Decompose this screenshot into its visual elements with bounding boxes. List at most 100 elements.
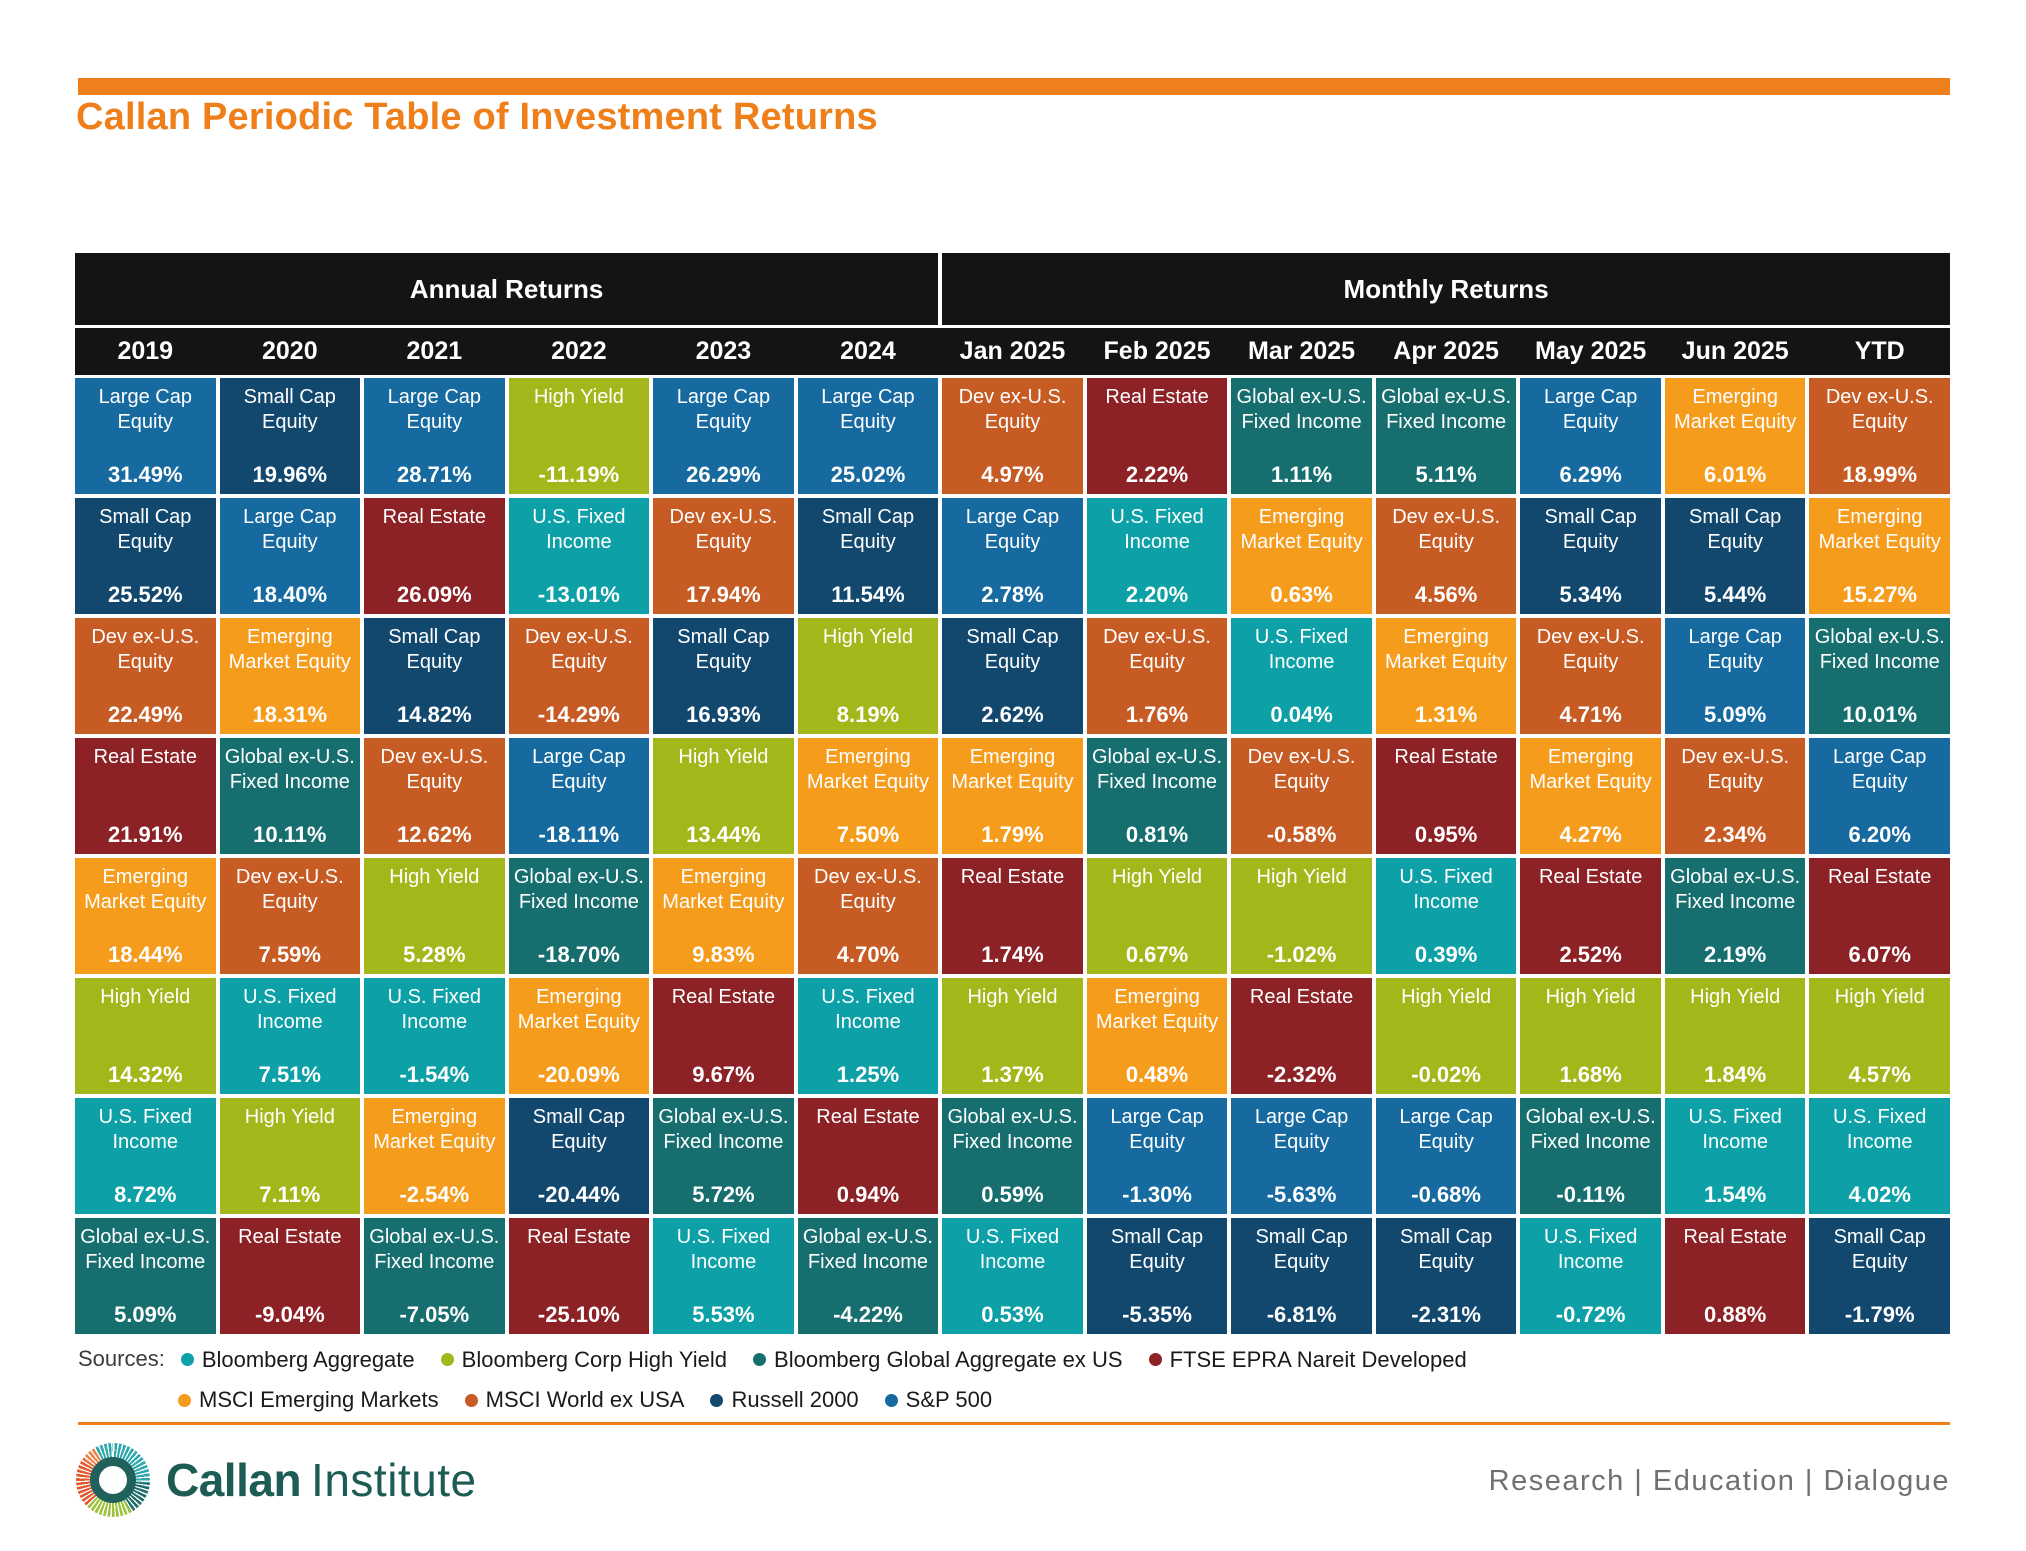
monthly-returns-header: Monthly Returns	[942, 253, 1950, 325]
legend-item: Bloomberg Aggregate	[180, 1346, 415, 1373]
return-value: 0.53%	[981, 1302, 1044, 1327]
asset-name: Real Estate	[1683, 1226, 1787, 1248]
asset-name: High Yield	[244, 1106, 335, 1128]
asset-name: U.S. Fixed Income	[387, 986, 482, 1033]
asset-name: Small Cap Equity	[1255, 1226, 1348, 1273]
return-value: 28.71%	[397, 462, 472, 487]
return-value: 4.27%	[1559, 822, 1622, 847]
return-value: 2.19%	[1703, 942, 1767, 967]
return-cell: Global ex-U.S. Fixed Income -4.22%	[797, 1218, 939, 1334]
periodic-table: Annual Returns Monthly Returns 2019 2020 2…	[75, 253, 1950, 1334]
return-value: 0.95%	[1414, 822, 1478, 847]
return-value: 4.70%	[836, 942, 900, 967]
return-cell: Small Cap Equity 19.96%	[219, 378, 361, 494]
return-cell: Emerging Market Equity 7.50%	[797, 738, 939, 854]
asset-name: Emerging Market Equity	[806, 746, 930, 793]
return-cell: High Yield 0.67%	[1086, 858, 1228, 974]
asset-name: Large Cap Equity	[1399, 1106, 1493, 1153]
return-cell: High Yield 7.11%	[219, 1098, 361, 1214]
return-cell: Large Cap Equity 6.29%	[1520, 378, 1661, 494]
return-cell: Emerging Market Equity 1.79%	[942, 738, 1083, 854]
return-value: -2.32%	[1266, 1062, 1337, 1087]
return-value: 15.27%	[1842, 582, 1918, 607]
asset-name: Dev ex-U.S. Equity	[1103, 626, 1211, 673]
asset-name: Real Estate	[671, 986, 776, 1008]
return-cell: Small Cap Equity 11.54%	[797, 498, 939, 614]
column-header-2024: 2024	[840, 337, 896, 365]
return-value: 5.44%	[1703, 582, 1767, 607]
asset-name: Dev ex-U.S. Equity	[814, 866, 922, 913]
return-cell: Real Estate 0.95%	[1375, 738, 1517, 854]
return-value: 4.56%	[1414, 582, 1478, 607]
callan-institute-logo: Callan Institute	[76, 1443, 477, 1517]
return-value: 6.29%	[1559, 462, 1622, 487]
asset-name: Large Cap Equity	[387, 386, 482, 433]
return-cell: Small Cap Equity -2.31%	[1375, 1218, 1517, 1334]
return-cell: Real Estate 26.09%	[364, 498, 505, 614]
return-cell: Global ex-U.S. Fixed Income -7.05%	[364, 1218, 505, 1334]
column-header-ytd: YTD	[1854, 337, 1905, 365]
asset-name: Large Cap Equity	[821, 386, 915, 433]
asset-name: Real Estate	[960, 866, 1065, 888]
return-cell: U.S. Fixed Income -0.72%	[1520, 1218, 1661, 1334]
asset-name: Real Estate	[1249, 986, 1354, 1008]
return-value: 0.67%	[1125, 942, 1189, 967]
sources-row-2: MSCI Emerging Markets MSCI World ex USA Ru…	[178, 1387, 1493, 1414]
sources-label: Sources:	[78, 1346, 165, 1372]
asset-name: Global ex-U.S. Fixed Income	[1092, 746, 1223, 793]
asset-name: Small Cap Equity	[966, 626, 1059, 673]
return-cell: U.S. Fixed Income 1.54%	[1664, 1098, 1806, 1214]
asset-name: Large Cap Equity	[98, 386, 192, 433]
asset-name: Dev ex-U.S. Equity	[1536, 626, 1645, 673]
return-value: 0.88%	[1703, 1302, 1767, 1327]
return-value: 5.11%	[1415, 462, 1477, 487]
return-cell: Dev ex-U.S. Equity 17.94%	[653, 498, 794, 614]
asset-name: U.S. Fixed Income	[1543, 1226, 1638, 1273]
return-cell: High Yield -11.19%	[508, 378, 650, 494]
return-cell: Large Cap Equity 31.49%	[75, 378, 216, 494]
asset-name: U.S. Fixed Income	[965, 1226, 1060, 1273]
asset-name: Global ex-U.S. Fixed Income	[224, 746, 355, 793]
column-header-jun-2025: Jun 2025	[1681, 337, 1789, 365]
return-cell: Large Cap Equity -1.30%	[1086, 1098, 1228, 1214]
return-cell: Real Estate 0.94%	[797, 1098, 939, 1214]
asset-name: U.S. Fixed Income	[1110, 506, 1204, 553]
return-cell: High Yield 1.37%	[942, 978, 1083, 1094]
return-value: 1.74%	[981, 942, 1044, 967]
legend-label: Bloomberg Aggregate	[201, 1346, 415, 1372]
legend-items-row-2: MSCI Emerging Markets MSCI World ex USA Ru…	[178, 1387, 1018, 1414]
asset-name: Global ex-U.S. Fixed Income	[1381, 386, 1512, 433]
return-value: -11.19%	[538, 462, 620, 487]
return-cell: Emerging Market Equity -2.54%	[364, 1098, 505, 1214]
asset-name: Small Cap Equity	[99, 506, 192, 553]
asset-name: U.S. Fixed Income	[98, 1106, 192, 1153]
return-value: 14.32%	[107, 1062, 183, 1087]
return-value: 2.34%	[1703, 822, 1767, 847]
asset-name: Global ex-U.S. Fixed Income	[947, 1106, 1078, 1153]
return-cell: Global ex-U.S. Fixed Income 2.19%	[1664, 858, 1806, 974]
asset-name: High Yield	[1690, 986, 1781, 1008]
return-cell: Global ex-U.S. Fixed Income 5.72%	[653, 1098, 794, 1214]
return-value: 1.11%	[1270, 462, 1333, 487]
returns-grid: Large Cap Equity 31.49% Small Cap Equity 19…	[75, 378, 1950, 1334]
return-cell: Real Estate -9.04%	[219, 1218, 361, 1334]
return-cell: Large Cap Equity -18.11%	[508, 738, 650, 854]
return-cell: Dev ex-U.S. Equity 4.56%	[1375, 498, 1517, 614]
return-cell: Global ex-U.S. Fixed Income 5.11%	[1375, 378, 1517, 494]
asset-name: High Yield	[533, 386, 624, 408]
return-cell: Small Cap Equity -6.81%	[1231, 1218, 1372, 1334]
return-cell: Global ex-U.S. Fixed Income -18.70%	[508, 858, 650, 974]
return-value: -9.04%	[254, 1302, 325, 1327]
asset-name: High Yield	[967, 986, 1058, 1008]
asset-name: Global ex-U.S. Fixed Income	[80, 1226, 211, 1273]
asset-name: Small Cap Equity	[1833, 1226, 1926, 1273]
column-header-2022: 2022	[551, 337, 607, 365]
return-value: -0.02%	[1411, 1062, 1481, 1087]
asset-name: Large Cap Equity	[532, 746, 626, 793]
return-value: 4.71%	[1559, 702, 1622, 727]
return-cell: Real Estate 1.74%	[942, 858, 1083, 974]
legend-item: Bloomberg Corp High Yield	[440, 1347, 727, 1373]
asset-name: High Yield	[1401, 986, 1492, 1008]
return-cell: Small Cap Equity 5.34%	[1520, 498, 1661, 614]
